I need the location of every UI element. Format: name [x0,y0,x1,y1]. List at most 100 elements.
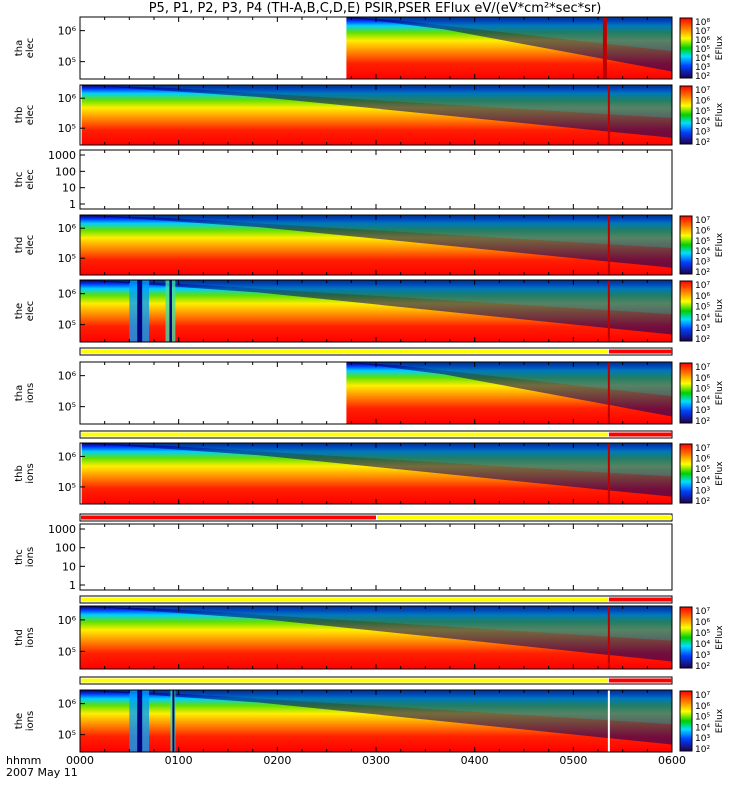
spike-thb-ions [607,443,610,504]
spike-tha-ions [607,362,610,424]
colorbar-unit-tha-elec: EFlux [715,35,725,60]
colorbar-tick-label: 10³ [695,651,710,661]
ytick-label-tha-elec: 10⁶ [58,25,77,38]
panel-label-the-ions: the ions [14,711,36,731]
flux-dropoff-thd-elec [80,215,672,268]
colorbar-unit-the-ions: EFlux [715,708,725,733]
colorbar-tick-label: 10⁷ [695,691,710,701]
gap-core-the-elec-1 [169,280,172,342]
colorbar-tick-label: 10⁵ [695,237,710,247]
status-bar-thd-ions [79,676,673,685]
colorbar-tick-label: 10⁷ [695,444,710,454]
colorbar-unit-tha-ions: EFlux [715,380,725,405]
colorbar-tick-label: 10⁴ [695,117,710,127]
status-bar-segment [81,432,608,437]
colorbar-tick-label: 10² [695,745,710,755]
panel-label-species: ions [25,383,36,403]
panel-label-species: elec [25,38,36,59]
colorbar-unit-label: EFlux [715,102,725,127]
colorbar-tick-label: 10⁵ [695,385,710,395]
panel-label-species: elec [25,169,36,190]
ytick-label-the-ions: 10⁵ [58,729,76,742]
panel-label-thb-ions: thb ions [14,463,36,483]
gap-core-the-ions-0 [137,690,143,752]
ytick-label-thb-elec: 10⁵ [58,122,76,135]
colorbar-tick-label: 10⁶ [695,226,710,236]
colorbar-tick-label: 10⁶ [695,702,710,712]
panel-label-tha-ions: tha ions [14,383,36,403]
colorbar-the-elec [679,280,693,342]
ytick-label-thd-ions: 10⁶ [58,614,77,627]
xtick-label: 0300 [362,754,390,767]
panel-label-probe: thd [14,629,25,646]
flux-dropoff-the-ions [80,690,672,745]
status-bar-the-elec [79,347,673,356]
colorbar-unit-label: EFlux [715,461,725,486]
colorbar-unit-label: EFlux [715,380,725,405]
status-bar-segment [377,515,672,520]
flux-band-thd-elec [80,215,672,248]
colorbar-tick-label: 10² [695,417,710,427]
colorbar-tick-label: 10⁶ [695,36,710,46]
spike-tha-elec [602,17,607,79]
spike-the-ions [607,690,610,752]
colorbar-thd-elec [679,215,693,275]
colorbar-tick-label: 10² [695,72,710,82]
panel-label-probe: the [14,303,25,319]
flux-band-thb-elec [81,85,672,118]
ytick-label-thb-ions: 10⁶ [58,450,77,463]
colorbar-tick-label: 10⁶ [695,455,710,465]
colorbar-tick-label: 10² [695,138,710,148]
xtick-label: 0200 [263,754,291,767]
status-bar-segment [81,597,608,602]
flux-band-tha-ions [346,362,672,397]
colorbar-tick-label: 10⁶ [695,618,710,628]
colorbar-the-ions [679,690,693,752]
ytick-label-thc-elec: 1000 [48,149,76,162]
ytick-label-thc-elec: 10 [62,182,76,195]
xtick-label: 0500 [559,754,587,767]
ytick-label-thb-elec: 10⁶ [58,92,77,105]
colorbar-thb-elec [679,85,693,145]
ytick-label-tha-ions: 10⁶ [58,370,77,383]
colorbar-tick-label: 10⁷ [695,281,710,291]
colorbar-unit-thb-ions: EFlux [715,461,725,486]
panel-label-species: elec [25,105,36,126]
colorbar-tick-label: 10² [695,268,710,278]
panel-label-probe: tha [14,40,25,56]
status-bar-segment [81,515,376,520]
ytick-label-thd-ions: 10⁵ [58,645,76,658]
panel-label-thb-elec: thb elec [14,105,36,126]
colorbar-tick-label: 10⁴ [695,54,710,64]
panel-frame-thc-ions [79,523,673,591]
colorbar-tick-label: 10² [695,497,710,507]
ytick-label-tha-elec: 10⁵ [58,56,76,69]
ytick-label-thc-elec: 1 [69,198,76,211]
panel-label-species: ions [25,463,36,483]
colorbar-tick-label: 10⁵ [695,713,710,723]
spike-the-elec [607,280,610,342]
flux-dropoff-thb-elec [81,85,672,138]
colorbar-tick-label: 10³ [695,734,710,744]
panel-label-the-elec: the elec [14,301,36,322]
status-bar-segment [608,678,672,683]
ytick-label-thc-ions: 10 [62,560,76,573]
panel-frame-thc-elec [79,149,673,210]
xtick-label: 0600 [658,754,686,767]
flux-band-thd-ions [80,606,672,641]
ytick-label-thc-ions: 1000 [48,523,76,536]
gap-core-the-elec-0 [137,280,143,342]
colorbar-thd-ions [679,606,693,669]
xtick-label: 0100 [165,754,193,767]
colorbar-tick-label: 10⁵ [695,45,710,55]
ytick-label-thc-ions: 1 [69,579,76,592]
colorbar-unit-label: EFlux [715,298,725,323]
colorbar-tick-label: 10⁵ [695,465,710,475]
status-bar-segment [81,349,608,354]
